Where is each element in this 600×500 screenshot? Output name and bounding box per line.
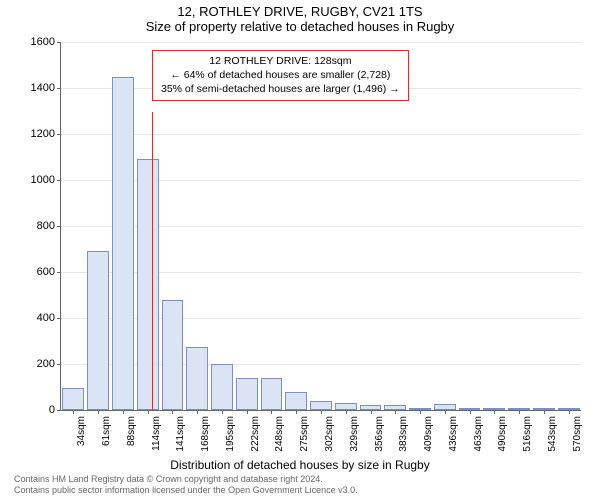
- ytick-mark: [57, 364, 61, 365]
- xtick-mark: [420, 410, 421, 414]
- xtick-mark: [371, 410, 372, 414]
- ytick-label: 1200: [31, 128, 55, 140]
- xtick-mark: [321, 410, 322, 414]
- xtick-mark: [494, 410, 495, 414]
- ytick-mark: [57, 318, 61, 319]
- xtick-label: 329sqm: [349, 416, 360, 452]
- histogram-bar: [186, 347, 208, 410]
- xtick-mark: [271, 410, 272, 414]
- histogram-bar: [87, 251, 109, 410]
- xtick-label: 275sqm: [299, 416, 310, 452]
- ytick-mark: [57, 180, 61, 181]
- histogram-bar: [335, 403, 357, 410]
- xtick-label: 34sqm: [76, 416, 87, 446]
- callout-line3: 35% of semi-detached houses are larger (…: [161, 82, 400, 96]
- xtick-label: 141sqm: [175, 416, 186, 452]
- ytick-mark: [57, 42, 61, 43]
- xtick-mark: [519, 410, 520, 414]
- ytick-label: 0: [49, 404, 55, 416]
- xtick-label: 570sqm: [572, 416, 583, 452]
- chart-container: 12, ROTHLEY DRIVE, RUGBY, CV21 1TS Size …: [0, 0, 600, 500]
- xtick-label: 543sqm: [547, 416, 558, 452]
- xtick-label: 61sqm: [101, 416, 112, 446]
- ytick-label: 200: [37, 358, 55, 370]
- ytick-label: 1600: [31, 36, 55, 48]
- gridline: [61, 134, 581, 135]
- xtick-label: 463sqm: [473, 416, 484, 452]
- chart-title-address: 12, ROTHLEY DRIVE, RUGBY, CV21 1TS: [0, 0, 600, 19]
- xtick-mark: [395, 410, 396, 414]
- histogram-bar: [162, 300, 184, 410]
- histogram-bar: [261, 378, 283, 410]
- ytick-mark: [57, 272, 61, 273]
- histogram-bar: [211, 364, 233, 410]
- callout-line1: 12 ROTHLEY DRIVE: 128sqm: [161, 54, 400, 68]
- histogram-bar: [137, 159, 159, 410]
- chart-title-desc: Size of property relative to detached ho…: [0, 19, 600, 36]
- xtick-label: 302sqm: [324, 416, 335, 452]
- callout-box: 12 ROTHLEY DRIVE: 128sqm← 64% of detache…: [152, 50, 409, 101]
- xtick-mark: [544, 410, 545, 414]
- footer-attribution: Contains HM Land Registry data © Crown c…: [14, 474, 358, 497]
- histogram-bar: [236, 378, 258, 410]
- xtick-label: 248sqm: [274, 416, 285, 452]
- callout-line2: ← 64% of detached houses are smaller (2,…: [161, 68, 400, 82]
- histogram-bar: [112, 77, 134, 411]
- gridline: [61, 42, 581, 43]
- xtick-label: 436sqm: [448, 416, 459, 452]
- ytick-label: 1400: [31, 82, 55, 94]
- xtick-mark: [172, 410, 173, 414]
- xtick-label: 409sqm: [423, 416, 434, 452]
- property-marker-line: [152, 112, 153, 410]
- xtick-mark: [569, 410, 570, 414]
- ytick-label: 1000: [31, 174, 55, 186]
- histogram-bar: [62, 388, 84, 410]
- xtick-label: 356sqm: [374, 416, 385, 452]
- plot-area: 0200400600800100012001400160034sqm61sqm8…: [60, 42, 581, 411]
- xtick-mark: [445, 410, 446, 414]
- ytick-mark: [57, 410, 61, 411]
- histogram-bar: [285, 392, 307, 410]
- xtick-mark: [470, 410, 471, 414]
- xtick-label: 383sqm: [398, 416, 409, 452]
- ytick-mark: [57, 88, 61, 89]
- xtick-mark: [98, 410, 99, 414]
- xtick-mark: [247, 410, 248, 414]
- xtick-label: 516sqm: [522, 416, 533, 452]
- ytick-mark: [57, 226, 61, 227]
- xtick-mark: [346, 410, 347, 414]
- xtick-label: 168sqm: [200, 416, 211, 452]
- xtick-mark: [148, 410, 149, 414]
- ytick-mark: [57, 134, 61, 135]
- xtick-mark: [222, 410, 223, 414]
- ytick-label: 400: [37, 312, 55, 324]
- xtick-mark: [123, 410, 124, 414]
- xtick-label: 114sqm: [151, 416, 162, 451]
- xtick-label: 195sqm: [225, 416, 236, 452]
- xtick-mark: [197, 410, 198, 414]
- xtick-label: 490sqm: [497, 416, 508, 452]
- xtick-mark: [296, 410, 297, 414]
- xtick-label: 222sqm: [250, 416, 261, 452]
- xtick-label: 88sqm: [126, 416, 137, 446]
- footer-line1: Contains HM Land Registry data © Crown c…: [14, 474, 358, 485]
- x-axis-label: Distribution of detached houses by size …: [0, 458, 600, 472]
- histogram-bar: [310, 401, 332, 410]
- ytick-label: 600: [37, 266, 55, 278]
- footer-line2: Contains public sector information licen…: [14, 485, 358, 496]
- ytick-label: 800: [37, 220, 55, 232]
- xtick-mark: [73, 410, 74, 414]
